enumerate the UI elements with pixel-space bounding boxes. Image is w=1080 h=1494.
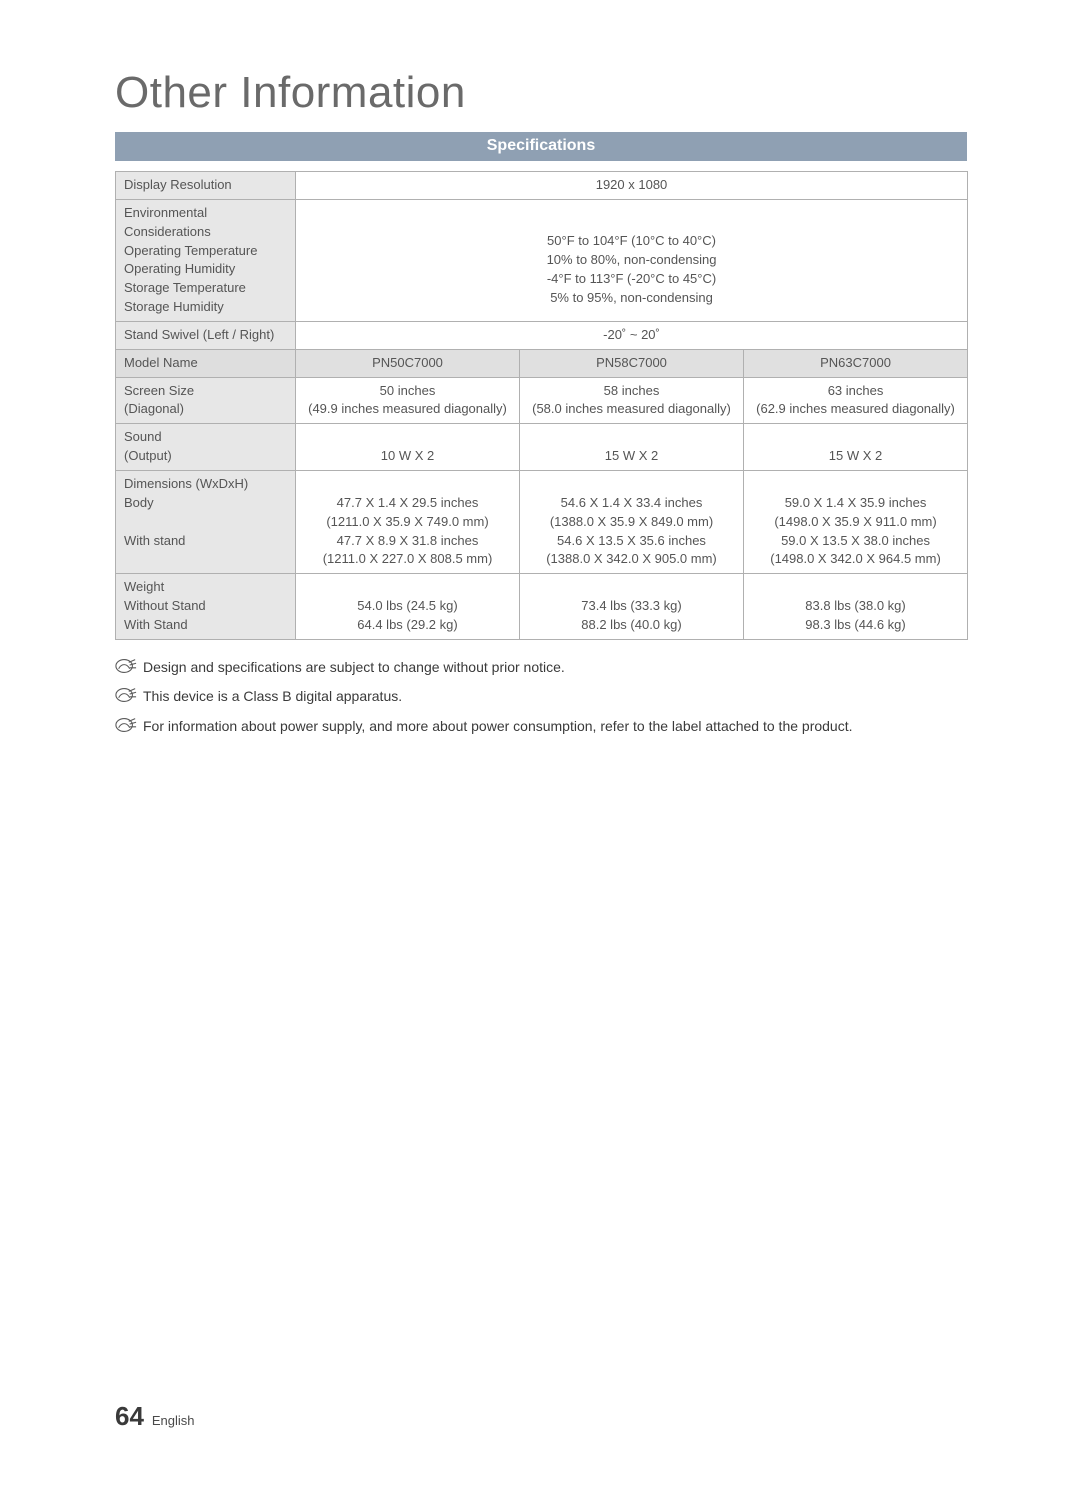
table-row: Model NamePN50C7000PN58C7000PN63C7000 [116,349,968,377]
table-row: WeightWithout StandWith Stand 54.0 lbs (… [116,574,968,640]
table-row: Stand Swivel (Left / Right)-20˚ ~ 20˚ [116,321,968,349]
row-value: 1920 x 1080 [296,172,968,200]
row-value: 54.6 X 1.4 X 33.4 inches(1388.0 X 35.9 X… [520,470,744,573]
row-label: Sound(Output) [116,424,296,471]
page-content: Other Information Specifications Display… [115,68,967,747]
note-text: Design and specifications are subject to… [143,658,565,678]
row-value: PN63C7000 [744,349,968,377]
row-label: Screen Size(Diagonal) [116,377,296,424]
page-footer: 64 English [115,1401,194,1432]
note-line: This device is a Class B digital apparat… [115,687,967,707]
note-text: For information about power supply, and … [143,717,853,737]
table-row: Environmental ConsiderationsOperating Te… [116,199,968,321]
row-value: 63 inches(62.9 inches measured diagonall… [744,377,968,424]
table-row: Screen Size(Diagonal)50 inches(49.9 inch… [116,377,968,424]
page-number: 64 [115,1401,144,1431]
note-icon [115,717,137,733]
row-label: Model Name [116,349,296,377]
row-value: 73.4 lbs (33.3 kg)88.2 lbs (40.0 kg) [520,574,744,640]
row-value: 15 W X 2 [520,424,744,471]
row-value: 10 W X 2 [296,424,520,471]
table-row: Dimensions (WxDxH)Body With stand 47.7 X… [116,470,968,573]
row-value: 47.7 X 1.4 X 29.5 inches(1211.0 X 35.9 X… [296,470,520,573]
note-icon [115,658,137,674]
row-value: 83.8 lbs (38.0 kg)98.3 lbs (44.6 kg) [744,574,968,640]
row-value: 54.0 lbs (24.5 kg)64.4 lbs (29.2 kg) [296,574,520,640]
row-label: Dimensions (WxDxH)Body With stand [116,470,296,573]
row-label: Display Resolution [116,172,296,200]
row-label: Stand Swivel (Left / Right) [116,321,296,349]
specifications-table: Display Resolution1920 x 1080Environment… [115,171,968,640]
note-icon [115,687,137,703]
row-value: -20˚ ~ 20˚ [296,321,968,349]
row-value: 50°F to 104°F (10°C to 40°C)10% to 80%, … [296,199,968,321]
row-value: 15 W X 2 [744,424,968,471]
table-row: Sound(Output) 10 W X 2 15 W X 2 15 W X 2 [116,424,968,471]
table-row: Display Resolution1920 x 1080 [116,172,968,200]
section-header-specifications: Specifications [115,132,967,161]
row-value: 59.0 X 1.4 X 35.9 inches(1498.0 X 35.9 X… [744,470,968,573]
note-line: For information about power supply, and … [115,717,967,737]
row-value: PN50C7000 [296,349,520,377]
page-title: Other Information [115,68,967,118]
row-value: 58 inches(58.0 inches measured diagonall… [520,377,744,424]
notes: Design and specifications are subject to… [115,658,967,737]
note-line: Design and specifications are subject to… [115,658,967,678]
row-label: WeightWithout StandWith Stand [116,574,296,640]
row-value: 50 inches(49.9 inches measured diagonall… [296,377,520,424]
row-label: Environmental ConsiderationsOperating Te… [116,199,296,321]
note-text: This device is a Class B digital apparat… [143,687,402,707]
row-value: PN58C7000 [520,349,744,377]
page-language: English [152,1413,195,1428]
